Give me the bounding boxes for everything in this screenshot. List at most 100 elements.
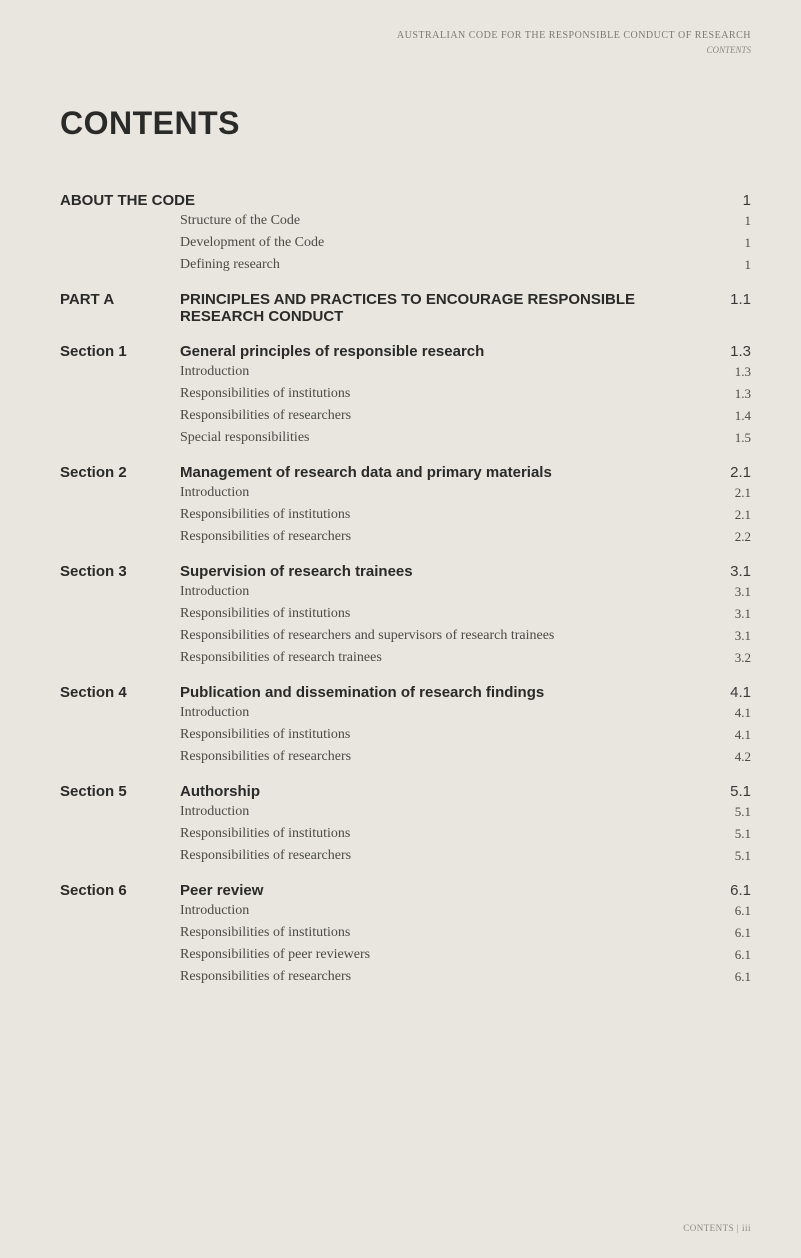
toc-section-label: PART A [60, 291, 180, 325]
toc-item-page: 3.1 [711, 584, 751, 600]
toc-item-label-spacer [60, 606, 180, 622]
toc-section-label: Section 2 [60, 464, 180, 481]
toc-section: Section 1General principles of responsib… [60, 343, 751, 446]
toc-item-page: 5.1 [711, 848, 751, 864]
toc-item-title: Responsibilities of researchers [180, 969, 711, 985]
toc-item-row: Responsibilities of institutions2.1 [60, 507, 751, 523]
toc-item-row: Introduction2.1 [60, 485, 751, 501]
toc-item-label-spacer [60, 584, 180, 600]
toc-item-label-spacer [60, 749, 180, 765]
toc-item-title: Responsibilities of research trainees [180, 650, 711, 666]
toc-item-page: 2.1 [711, 485, 751, 501]
toc-item-row: Responsibilities of researchers2.2 [60, 529, 751, 545]
toc-section: ABOUT THE CODE1Structure of the Code1Dev… [60, 192, 751, 273]
toc-item-title: Introduction [180, 705, 711, 721]
toc-item-title: Introduction [180, 364, 711, 380]
toc-item-label-spacer [60, 485, 180, 501]
toc-item-title: Introduction [180, 485, 711, 501]
toc-item-title: Responsibilities of institutions [180, 826, 711, 842]
toc-item-row: Introduction1.3 [60, 364, 751, 380]
toc-item-label-spacer [60, 925, 180, 941]
toc-item-title: Responsibilities of researchers [180, 529, 711, 545]
toc-item-title: Responsibilities of researchers [180, 848, 711, 864]
toc-item-label-spacer [60, 903, 180, 919]
toc-item-page: 1 [711, 213, 751, 229]
toc-item-row: Responsibilities of peer reviewers6.1 [60, 947, 751, 963]
toc-section-heading-row: Section 1General principles of responsib… [60, 343, 751, 360]
toc-section-title: PRINCIPLES AND PRACTICES TO ENCOURAGE RE… [180, 291, 711, 325]
toc-item-title: Responsibilities of researchers [180, 749, 711, 765]
toc-item-label-spacer [60, 430, 180, 446]
toc-item-page: 1.4 [711, 408, 751, 424]
toc-section-label: ABOUT THE CODE [60, 192, 711, 209]
toc-item-page: 3.1 [711, 628, 751, 644]
toc-item-page: 1 [711, 235, 751, 251]
toc-item-title: Responsibilities of institutions [180, 727, 711, 743]
toc-section-title: Peer review [180, 882, 711, 899]
toc-item-page: 3.1 [711, 606, 751, 622]
toc-item-title: Responsibilities of researchers and supe… [180, 628, 711, 644]
toc-section: Section 4Publication and dissemination o… [60, 684, 751, 765]
toc-item-title: Responsibilities of peer reviewers [180, 947, 711, 963]
toc-item-row: Responsibilities of institutions1.3 [60, 386, 751, 402]
toc-section: Section 5Authorship5.1 Introduction5.1 Res… [60, 783, 751, 864]
toc-item-label-spacer [60, 727, 180, 743]
toc-item-label-spacer [60, 213, 180, 229]
page-footer: CONTENTS | iii [683, 1223, 751, 1233]
toc-item-page: 4.2 [711, 749, 751, 765]
toc-item-label-spacer [60, 386, 180, 402]
toc-item-label-spacer [60, 804, 180, 820]
toc-item-label-spacer [60, 826, 180, 842]
toc-section-title: Publication and dissemination of researc… [180, 684, 711, 701]
toc-item-row: Responsibilities of researchers4.2 [60, 749, 751, 765]
toc-section-page: 2.1 [711, 464, 751, 481]
table-of-contents: ABOUT THE CODE1Structure of the Code1Dev… [60, 192, 751, 985]
toc-section-page: 5.1 [711, 783, 751, 800]
toc-item-row: Responsibilities of research trainees3.2 [60, 650, 751, 666]
toc-item-title: Defining research [180, 257, 711, 273]
toc-item-row: Responsibilities of researchers and supe… [60, 628, 751, 644]
toc-item-page: 2.2 [711, 529, 751, 545]
toc-item-page: 1.5 [711, 430, 751, 446]
toc-item-row: Development of the Code1 [60, 235, 751, 251]
toc-item-label-spacer [60, 848, 180, 864]
running-header-subtitle: CONTENTS [60, 45, 751, 55]
toc-item-title: Responsibilities of researchers [180, 408, 711, 424]
toc-section-page: 1.3 [711, 343, 751, 360]
toc-item-page: 5.1 [711, 804, 751, 820]
toc-section-page: 1.1 [711, 291, 751, 325]
toc-section-heading-row: ABOUT THE CODE1 [60, 192, 751, 209]
page-title: CONTENTS [60, 105, 751, 142]
toc-section-page: 4.1 [711, 684, 751, 701]
toc-section-heading-row: Section 2Management of research data and… [60, 464, 751, 481]
toc-item-row: Introduction3.1 [60, 584, 751, 600]
toc-item-label-spacer [60, 408, 180, 424]
toc-item-page: 1.3 [711, 386, 751, 402]
toc-item-row: Structure of the Code1 [60, 213, 751, 229]
toc-item-page: 6.1 [711, 925, 751, 941]
toc-item-page: 6.1 [711, 903, 751, 919]
toc-section-heading-row: Section 4Publication and dissemination o… [60, 684, 751, 701]
toc-item-row: Introduction4.1 [60, 705, 751, 721]
toc-item-title: Introduction [180, 584, 711, 600]
toc-item-row: Responsibilities of institutions4.1 [60, 727, 751, 743]
toc-item-row: Responsibilities of institutions3.1 [60, 606, 751, 622]
toc-section-label: Section 4 [60, 684, 180, 701]
toc-item-title: Introduction [180, 903, 711, 919]
toc-item-label-spacer [60, 507, 180, 523]
toc-item-page: 6.1 [711, 947, 751, 963]
toc-item-label-spacer [60, 947, 180, 963]
toc-section: PART APRINCIPLES AND PRACTICES TO ENCOUR… [60, 291, 751, 325]
toc-section-label: Section 1 [60, 343, 180, 360]
toc-item-page: 1.3 [711, 364, 751, 380]
toc-section-label: Section 5 [60, 783, 180, 800]
toc-section-label: Section 3 [60, 563, 180, 580]
toc-section-heading-row: Section 5Authorship5.1 [60, 783, 751, 800]
toc-item-page: 5.1 [711, 826, 751, 842]
toc-item-row: Introduction6.1 [60, 903, 751, 919]
toc-item-row: Responsibilities of institutions5.1 [60, 826, 751, 842]
running-header-title: AUSTRALIAN CODE FOR THE RESPONSIBLE COND… [60, 30, 751, 41]
toc-item-title: Structure of the Code [180, 213, 711, 229]
toc-item-row: Responsibilities of researchers6.1 [60, 969, 751, 985]
toc-item-row: Introduction5.1 [60, 804, 751, 820]
